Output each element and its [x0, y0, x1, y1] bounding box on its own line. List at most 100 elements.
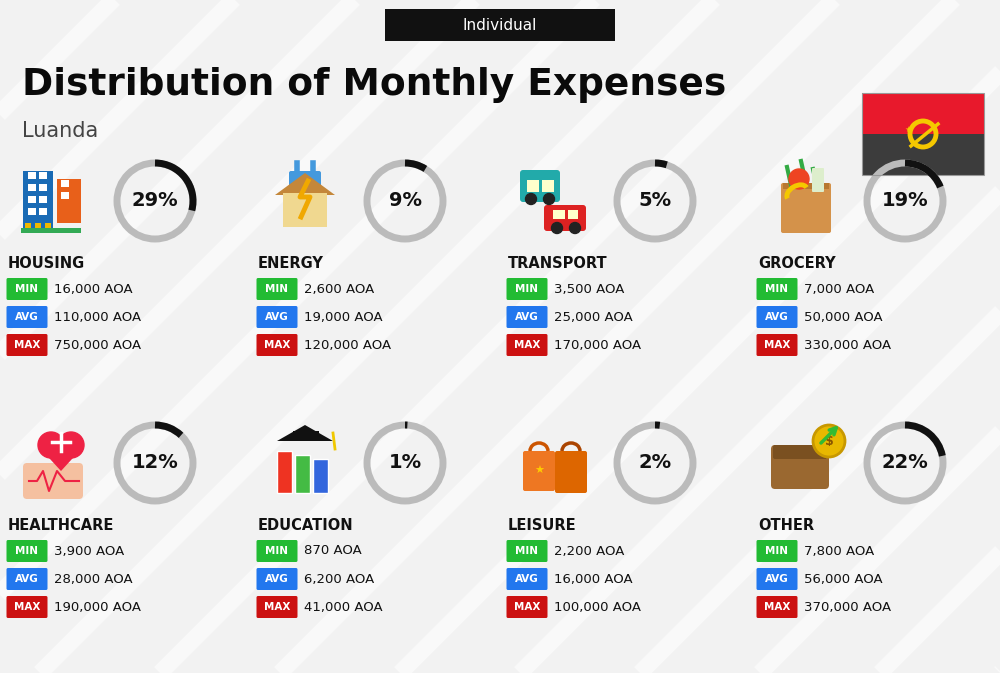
Text: TRANSPORT: TRANSPORT [508, 256, 608, 271]
FancyBboxPatch shape [7, 306, 48, 328]
FancyBboxPatch shape [61, 192, 68, 199]
FancyBboxPatch shape [773, 445, 827, 459]
Text: 16,000 AOA: 16,000 AOA [54, 283, 133, 295]
FancyBboxPatch shape [783, 183, 829, 189]
Text: HOUSING: HOUSING [8, 256, 85, 271]
Text: MAX: MAX [264, 602, 290, 612]
FancyBboxPatch shape [862, 93, 984, 134]
Text: Distribution of Monthly Expenses: Distribution of Monthly Expenses [22, 67, 726, 103]
FancyBboxPatch shape [28, 184, 36, 191]
Text: 870 AOA: 870 AOA [304, 544, 362, 557]
Text: 56,000 AOA: 56,000 AOA [804, 573, 883, 586]
FancyBboxPatch shape [507, 568, 548, 590]
FancyBboxPatch shape [256, 306, 298, 328]
FancyBboxPatch shape [507, 334, 548, 356]
Polygon shape [275, 173, 335, 195]
Text: 7,800 AOA: 7,800 AOA [804, 544, 874, 557]
Text: 22%: 22% [882, 454, 928, 472]
Text: 19,000 AOA: 19,000 AOA [304, 310, 383, 324]
FancyBboxPatch shape [757, 540, 798, 562]
Text: ENERGY: ENERGY [258, 256, 324, 271]
Text: MAX: MAX [764, 602, 790, 612]
FancyBboxPatch shape [781, 183, 831, 233]
Circle shape [789, 169, 809, 189]
Text: 41,000 AOA: 41,000 AOA [304, 600, 383, 614]
FancyBboxPatch shape [862, 134, 984, 175]
Text: 50,000 AOA: 50,000 AOA [804, 310, 883, 324]
FancyBboxPatch shape [812, 168, 824, 192]
Circle shape [38, 432, 64, 458]
Polygon shape [277, 425, 333, 441]
Text: 370,000 AOA: 370,000 AOA [804, 600, 891, 614]
Text: ★: ★ [904, 125, 912, 133]
Text: MAX: MAX [514, 602, 540, 612]
Text: MAX: MAX [264, 340, 290, 350]
Text: 110,000 AOA: 110,000 AOA [54, 310, 141, 324]
FancyBboxPatch shape [289, 171, 321, 191]
FancyBboxPatch shape [7, 596, 48, 618]
FancyBboxPatch shape [313, 459, 328, 493]
Text: 5%: 5% [638, 192, 672, 211]
Text: 25,000 AOA: 25,000 AOA [554, 310, 633, 324]
FancyBboxPatch shape [7, 334, 48, 356]
Text: MIN: MIN [266, 284, 288, 294]
Polygon shape [39, 447, 83, 471]
Text: MIN: MIN [16, 284, 38, 294]
FancyBboxPatch shape [542, 180, 554, 192]
FancyBboxPatch shape [385, 9, 615, 41]
Text: LEISURE: LEISURE [508, 518, 577, 532]
Text: AVG: AVG [765, 574, 789, 584]
FancyBboxPatch shape [283, 193, 327, 227]
FancyBboxPatch shape [7, 568, 48, 590]
Text: 29%: 29% [132, 192, 178, 211]
FancyBboxPatch shape [757, 568, 798, 590]
FancyBboxPatch shape [507, 306, 548, 328]
Circle shape [551, 223, 562, 234]
FancyBboxPatch shape [553, 210, 565, 219]
Circle shape [813, 425, 845, 457]
Text: MAX: MAX [14, 602, 40, 612]
FancyBboxPatch shape [555, 451, 587, 493]
FancyBboxPatch shape [7, 540, 48, 562]
FancyBboxPatch shape [256, 334, 298, 356]
Text: 16,000 AOA: 16,000 AOA [554, 573, 633, 586]
Text: MIN: MIN [266, 546, 288, 556]
FancyBboxPatch shape [57, 179, 81, 223]
Text: AVG: AVG [15, 574, 39, 584]
FancyBboxPatch shape [45, 223, 51, 231]
FancyBboxPatch shape [39, 184, 46, 191]
FancyBboxPatch shape [757, 278, 798, 300]
FancyBboxPatch shape [771, 445, 829, 489]
FancyBboxPatch shape [28, 208, 36, 215]
FancyBboxPatch shape [757, 306, 798, 328]
FancyBboxPatch shape [507, 278, 548, 300]
Text: MIN: MIN [516, 284, 538, 294]
Text: AVG: AVG [15, 312, 39, 322]
Text: HEALTHCARE: HEALTHCARE [8, 518, 114, 532]
FancyBboxPatch shape [7, 278, 48, 300]
FancyBboxPatch shape [295, 455, 310, 493]
Text: AVG: AVG [765, 312, 789, 322]
Text: 750,000 AOA: 750,000 AOA [54, 339, 141, 351]
Text: ★: ★ [534, 466, 544, 476]
Text: GROCERY: GROCERY [758, 256, 836, 271]
Text: MIN: MIN [516, 546, 538, 556]
FancyBboxPatch shape [256, 596, 298, 618]
FancyBboxPatch shape [28, 172, 36, 179]
Text: MIN: MIN [16, 546, 38, 556]
Circle shape [570, 223, 580, 234]
Text: Individual: Individual [463, 17, 537, 32]
FancyBboxPatch shape [520, 170, 560, 202]
Text: MAX: MAX [764, 340, 790, 350]
FancyBboxPatch shape [507, 540, 548, 562]
Text: MIN: MIN [766, 284, 788, 294]
FancyBboxPatch shape [568, 210, 578, 219]
Text: EDUCATION: EDUCATION [258, 518, 354, 532]
FancyBboxPatch shape [28, 196, 36, 203]
FancyBboxPatch shape [527, 180, 539, 192]
Text: 1%: 1% [388, 454, 422, 472]
Text: 3,500 AOA: 3,500 AOA [554, 283, 624, 295]
Text: $: $ [825, 435, 833, 448]
Text: AVG: AVG [515, 574, 539, 584]
Text: 120,000 AOA: 120,000 AOA [304, 339, 391, 351]
